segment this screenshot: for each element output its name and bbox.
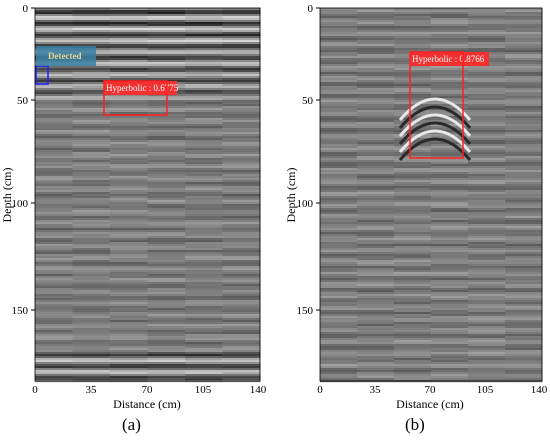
x-axis-a: 0 35 70 105 140 Distance (cm) (32, 384, 267, 411)
detection-label-b: Hyperbolic : 0.8766 (412, 54, 485, 64)
y-tick-label: 100 (297, 198, 314, 210)
detection-hyperbolic-a: Hyperbolic : 0.6775 (103, 80, 179, 116)
x-tick-label: 35 (370, 384, 382, 396)
x-axis-title: Distance (cm) (113, 397, 181, 411)
axes-frame-b (319, 7, 543, 382)
gpr-radargram-a: Detected Hyperbolic : 0.6775 0 50 100 15… (0, 3, 267, 411)
x-tick-label: 70 (142, 384, 154, 396)
y-tick-label: 50 (17, 95, 29, 107)
panel-caption-b: (b) (405, 415, 425, 434)
panel-a: Detected Hyperbolic : 0.6775 0 50 100 15… (0, 3, 267, 434)
x-tick-label: 35 (86, 384, 98, 396)
y-tick-label: 150 (297, 305, 314, 317)
panel-b: Hyperbolic : 0.8766 0 50 100 150 Depth (… (275, 0, 550, 441)
y-tick-label: 0 (23, 3, 29, 15)
x-tick-label: 70 (425, 384, 437, 396)
x-tick-label: 105 (195, 384, 212, 396)
panel-caption-a: (a) (122, 415, 141, 434)
y-tick-label: 0 (308, 3, 314, 15)
gpr-radargram-b: Hyperbolic : 0.8766 0 50 100 150 Depth (… (284, 3, 548, 411)
y-axis-title: Depth (cm) (284, 168, 298, 223)
x-axis-b: 0 35 70 105 140 Distance (cm) (317, 384, 548, 411)
y-tick-label: 100 (12, 198, 29, 210)
radargram-image-b (320, 8, 543, 383)
y-axis-a: 0 50 100 150 Depth (cm) (0, 3, 35, 317)
x-tick-label: 140 (250, 384, 267, 396)
detected-tag: Detected (36, 46, 96, 66)
radargram-image-a (35, 8, 261, 383)
y-axis-title: Depth (cm) (0, 168, 14, 223)
axes-frame-a (34, 7, 261, 382)
y-tick-label: 50 (302, 95, 314, 107)
detection-label-a: Hyperbolic : 0.6775 (106, 83, 179, 93)
y-axis-b: 0 50 100 150 Depth (cm) (284, 3, 320, 317)
x-axis-title: Distance (cm) (396, 397, 464, 411)
detected-tag-text: Detected (48, 51, 81, 61)
x-tick-label: 105 (477, 384, 494, 396)
y-tick-label: 150 (12, 305, 29, 317)
detection-hyperbolic-b: Hyperbolic : 0.8766 (409, 51, 489, 159)
x-tick-label: 0 (32, 384, 38, 396)
x-tick-label: 0 (317, 384, 323, 396)
x-tick-label: 140 (531, 384, 548, 396)
